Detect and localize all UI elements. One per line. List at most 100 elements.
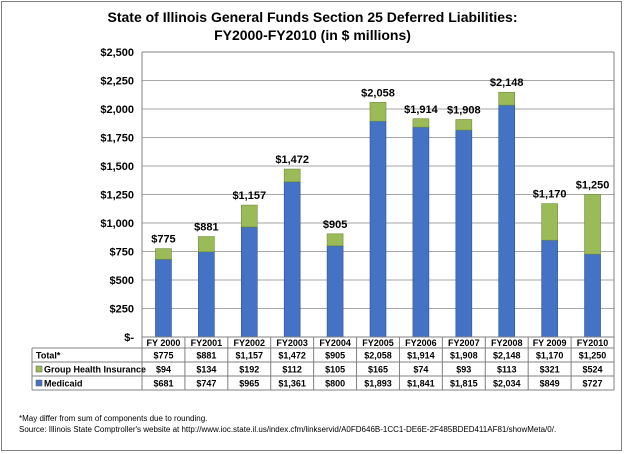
bar-medicaid [283,181,301,338]
table-cell-value: $1,815 [450,379,478,389]
category-label: FY2001 [191,338,223,348]
total-data-label: $1,472 [275,154,309,166]
table-cell-value: $747 [196,379,216,389]
bar-group-health-insurance [155,248,172,260]
y-tick-label: $2,250 [100,76,134,88]
table-cell-value: $1,841 [407,379,435,389]
table-cell-value: $775 [153,351,173,361]
bar-medicaid [498,104,516,338]
total-data-label: $2,148 [490,77,524,89]
table-cell-value: $965 [239,379,259,389]
chart-title: State of Illinois General Funds Section … [0,8,625,44]
table-cell-value: $905 [325,351,345,361]
category-label: FY2002 [234,338,266,348]
category-label: FY2003 [276,338,308,348]
footnote-source: Source: Illinois State Comptroller's web… [19,425,557,434]
y-tick-label: $250 [110,304,134,316]
chart-title-line-1: State of Illinois General Funds Section … [107,9,518,25]
table-cell-value: $105 [325,365,345,375]
y-tick-label: $2,000 [100,104,134,116]
table-cell-value: $681 [153,379,173,389]
legend-entry: Medicaid [44,379,83,389]
category-label: FY2007 [448,338,480,348]
table-cell-value: $321 [540,365,560,375]
bar-medicaid [541,239,558,338]
table-cell-value: $2,148 [493,351,521,361]
y-tick-label: $1,750 [100,133,134,145]
chart-title-line-2: FY2000-FY2010 (in $ millions) [214,27,411,43]
table-cell-value: $134 [196,365,216,375]
y-tick-label: $1,000 [100,218,134,230]
bar-group-health-insurance [455,119,473,131]
category-label: FY2010 [577,338,609,348]
bar-group-health-insurance [498,91,516,106]
category-label: FY 2000 [147,338,181,348]
footnote-rounding: *May differ from sum of components due t… [19,414,208,423]
table-cell-value: $1,893 [364,379,392,389]
table-cell-value: $192 [239,365,259,375]
table-cell-value: $1,361 [278,379,306,389]
bar-medicaid [412,126,430,338]
y-tick-label: $1,500 [100,161,134,173]
category-label: FY2005 [362,338,394,348]
table-cell-value: $1,250 [579,351,607,361]
table-cell-value: $93 [456,365,471,375]
total-data-label: $881 [194,222,218,234]
total-data-label: $905 [323,219,347,231]
category-label: FY2006 [405,338,437,348]
table-cell-value: $800 [325,379,345,389]
total-data-label: $1,250 [576,180,610,192]
table-cell-value: $94 [156,365,171,375]
legend-key [35,365,43,373]
bar-group-health-insurance [584,194,601,255]
y-tick-label: $2,500 [100,47,134,59]
total-data-label: $1,908 [447,104,481,116]
table-cell-value: $1,908 [450,351,478,361]
bar-medicaid [240,226,258,338]
bar-group-health-insurance [198,236,215,253]
y-tick-label: $1,250 [100,190,134,202]
total-data-label: $1,914 [404,104,439,116]
table-cell-value: $1,157 [236,351,264,361]
table-cell-value: $524 [583,365,603,375]
footnotes: *May differ from sum of components due t… [19,413,556,435]
table-cell-value: $113 [497,365,517,375]
bar-group-health-insurance [283,168,301,183]
bar-group-health-insurance [369,102,387,122]
table-cell-value: $165 [368,365,388,375]
legend-key [35,379,43,387]
bar-medicaid [326,245,344,338]
y-tick-label: $- [124,332,134,344]
table-cell-value: $881 [196,351,216,361]
table-cell-value: $1,170 [536,351,564,361]
legend-entry: Group Health Insurance [44,365,146,375]
total-data-label: $2,058 [361,87,395,99]
category-label: FY2008 [491,338,523,348]
legend-entry: Total* [36,351,61,361]
bar-group-health-insurance [240,204,258,228]
table-cell-value: $727 [583,379,603,389]
bar-medicaid [198,251,215,338]
table-cell-value: $74 [413,365,428,375]
table-cell-value: $112 [282,365,302,375]
table-cell-value: $1,472 [278,351,306,361]
table-cell-value: $849 [540,379,560,389]
category-label: FY 2009 [533,338,567,348]
total-data-label: $775 [151,234,175,246]
y-tick-label: $750 [110,247,134,259]
bar-medicaid [155,259,172,338]
bar-group-health-insurance [326,233,344,247]
total-data-label: $1,157 [232,190,266,202]
y-tick-label: $500 [110,275,134,287]
table-cell-value: $2,058 [364,351,392,361]
bar-medicaid [584,253,601,338]
category-label: FY2004 [319,338,351,348]
bar-group-health-insurance [541,203,558,241]
table-cell-value: $1,914 [407,351,435,361]
total-data-label: $1,170 [533,189,567,201]
bar-group-health-insurance [412,118,430,128]
table-cell-value: $2,034 [493,379,521,389]
bar-medicaid [369,120,387,338]
bar-medicaid [455,129,473,338]
